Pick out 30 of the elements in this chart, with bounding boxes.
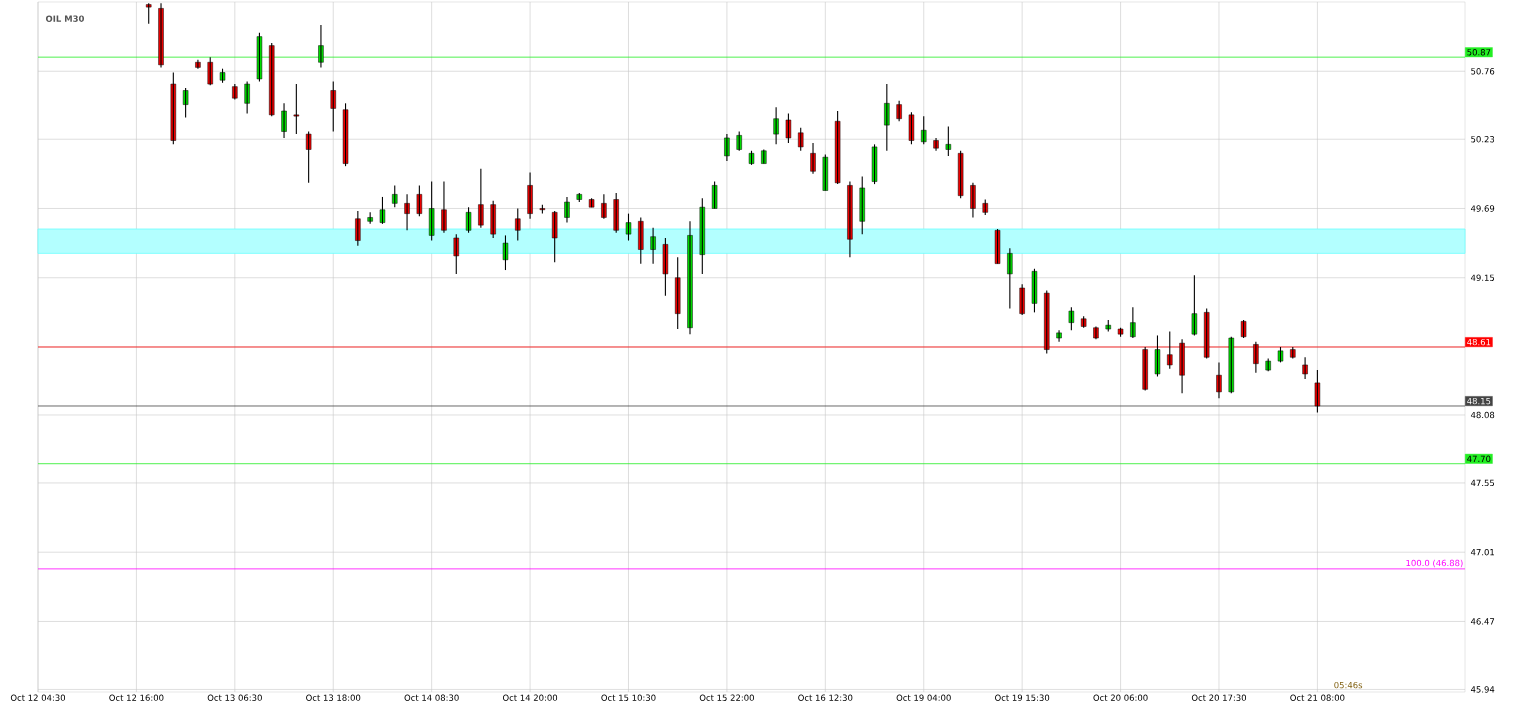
x-tick-label: Oct 19 15:30 xyxy=(995,694,1050,701)
y-tick-label: 48.08 xyxy=(1470,411,1495,419)
y-tick-label: 50.76 xyxy=(1471,68,1495,75)
y-tick-label: 45.94 xyxy=(1470,686,1495,693)
x-tick-label: Oct 20 06:00 xyxy=(1093,694,1148,701)
x-tick-label: Oct 13 18:00 xyxy=(306,694,361,701)
x-tick-label: Oct 21 08:00 xyxy=(1290,694,1345,701)
y-tick-label: 49.15 xyxy=(1470,274,1495,281)
y-tick-label: 47.55 xyxy=(1470,479,1495,487)
ref-line-label: 48.61 xyxy=(1467,338,1491,346)
ref-line-label: 48.15 xyxy=(1467,397,1491,405)
x-tick-label: Oct 14 20:00 xyxy=(502,694,558,701)
x-tick-label: Oct 12 04:30 xyxy=(10,694,66,701)
x-tick-label: Oct 19 04:00 xyxy=(896,694,951,701)
x-tick-label: Oct 15 10:30 xyxy=(601,694,656,701)
x-tick-label: Oct 15 22:00 xyxy=(699,694,754,701)
ref-line-label: 50.87 xyxy=(1467,49,1491,56)
x-tick-label: Oct 12 16:00 xyxy=(109,694,164,701)
text: OIL M30 xyxy=(45,15,85,22)
y-tick-label: 46.47 xyxy=(1470,618,1495,625)
x-tick-label: Oct 16 12:30 xyxy=(798,694,853,701)
ref-line-label: 47.70 xyxy=(1467,455,1491,463)
y-tick-label: 50.23 xyxy=(1471,136,1495,143)
x-tick-label: Oct 13 06:30 xyxy=(207,694,262,701)
annotation: 100.0 (46.88) xyxy=(1406,559,1463,568)
x-tick-label: Oct 14 08:30 xyxy=(404,694,459,701)
y-tick-label: 49.69 xyxy=(1470,205,1495,212)
x-tick-label: Oct 20 17:30 xyxy=(1191,694,1247,701)
y-tick-label: 47.01 xyxy=(1470,549,1494,556)
annotation: 05:46s xyxy=(1334,681,1363,689)
